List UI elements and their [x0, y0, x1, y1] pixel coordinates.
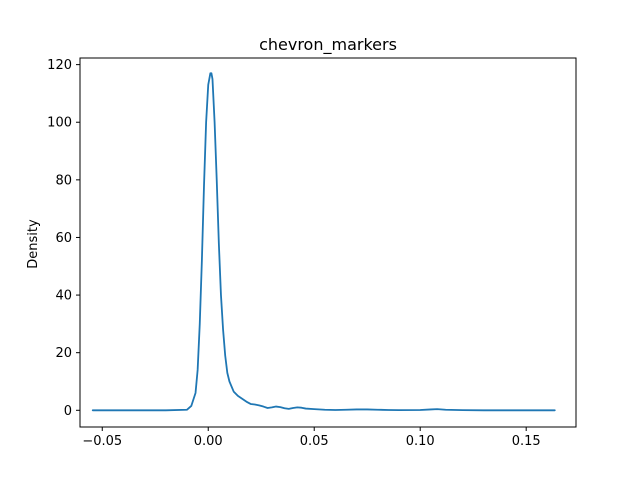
- y-tick-label: 0: [64, 404, 72, 419]
- chart-title: chevron_markers: [259, 35, 397, 55]
- x-tick-label: 0.15: [512, 434, 541, 449]
- x-tick-label: 0.10: [406, 434, 435, 449]
- y-tick-label: 100: [47, 116, 72, 131]
- x-axis-ticks: −0.05 0.00 0.05 0.10 0.15: [82, 427, 541, 449]
- y-tick-label: 20: [55, 346, 72, 361]
- y-tick-label: 120: [47, 58, 72, 73]
- plot-area-frame: [79, 57, 577, 428]
- y-axis-ticks: 0 20 40 60 80 100 120: [47, 58, 80, 419]
- series-layer: [91, 72, 556, 412]
- y-axis-label: Density: [26, 219, 41, 269]
- x-tick-label: −0.05: [82, 434, 122, 449]
- x-tick-label: 0.05: [300, 434, 329, 449]
- y-tick-label: 60: [55, 231, 72, 246]
- y-tick-label: 40: [55, 289, 72, 304]
- x-tick-label: 0.00: [194, 434, 223, 449]
- density-line-series-0: [91, 72, 556, 412]
- y-tick-label: 80: [55, 173, 72, 188]
